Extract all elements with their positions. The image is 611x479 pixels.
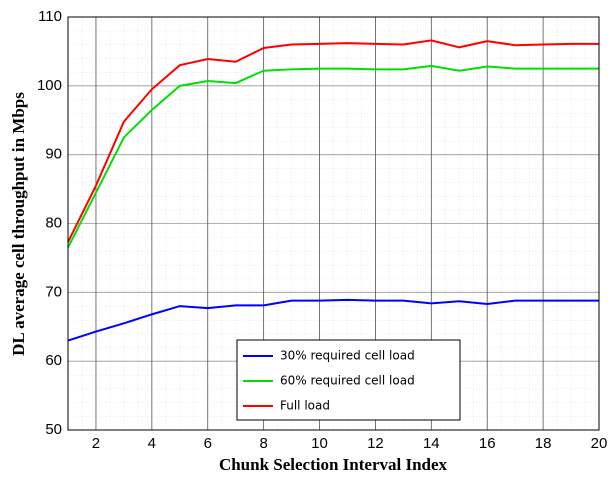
series-line [67, 64, 599, 249]
y-axis-label: DL average cell throughput in Mbps [9, 92, 28, 356]
y-tick-label: 100 [37, 77, 62, 94]
y-tick-label: 80 [45, 214, 62, 231]
x-tick-label: 20 [591, 435, 608, 452]
plot-frame [67, 16, 600, 431]
y-tick-label: 90 [45, 146, 62, 163]
x-tick-label: 2 [92, 435, 100, 452]
lines [67, 39, 599, 342]
x-tick-label: 18 [535, 435, 552, 452]
x-tick-label: 10 [311, 435, 328, 452]
series-line [67, 39, 599, 243]
x-tick-label: 6 [204, 435, 212, 452]
legend-label: 30% required cell load [280, 349, 415, 363]
y-tick-label: 50 [45, 421, 62, 438]
series-line [67, 298, 599, 342]
y-tick-label: 110 [38, 8, 62, 25]
legend-label: 60% required cell load [280, 374, 415, 388]
x-tick-label: 14 [423, 435, 440, 452]
x-tick-label: 16 [479, 435, 496, 452]
x-tick-label: 8 [259, 435, 267, 452]
y-tick-label: 60 [45, 352, 62, 369]
x-tick-label: 4 [148, 435, 156, 452]
y-tick-label: 70 [45, 283, 62, 300]
legend: 30% required cell load 60% required cell … [236, 339, 461, 421]
legend-box [236, 339, 461, 421]
legend-label: Full load [280, 399, 330, 413]
x-tick-label: 12 [367, 435, 384, 452]
x-axis-label: Chunk Selection Interval Index [219, 455, 448, 474]
